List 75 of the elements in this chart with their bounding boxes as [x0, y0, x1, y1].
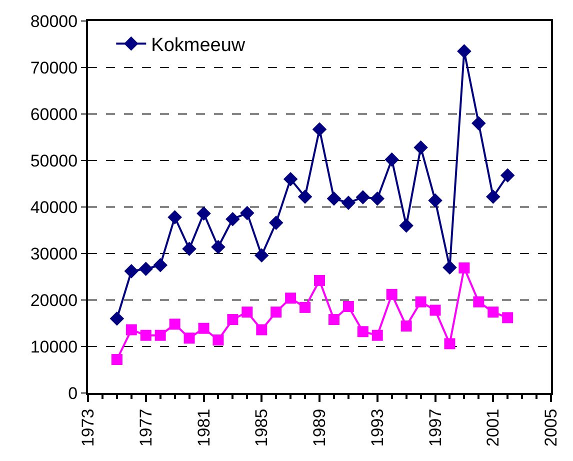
point [399, 218, 414, 233]
x-tick-label: 2005 [542, 408, 561, 447]
point [314, 274, 325, 286]
point [111, 354, 122, 366]
y-tick-label: 60000 [30, 104, 78, 124]
point [488, 306, 499, 318]
point [211, 240, 226, 254]
point [169, 318, 180, 330]
x-tick-label: 1997 [426, 408, 445, 447]
point [110, 311, 124, 326]
point [196, 206, 211, 221]
legend-label: Kokmeeuw [151, 34, 246, 56]
point [500, 168, 515, 183]
point [342, 301, 354, 312]
point [473, 296, 484, 308]
point [124, 264, 139, 278]
point [384, 152, 399, 167]
point [442, 260, 457, 275]
point [400, 320, 412, 332]
point [458, 262, 470, 274]
point [457, 44, 472, 58]
point [138, 262, 154, 276]
y-tick-label: 30000 [30, 244, 78, 264]
point [341, 196, 356, 210]
point [184, 332, 195, 344]
x-tick-label: 1981 [194, 408, 214, 447]
point [254, 248, 269, 263]
point [472, 116, 486, 130]
point [198, 322, 210, 334]
x-tick-label: 1985 [252, 408, 272, 447]
point [356, 190, 370, 204]
y-tick-label: 10000 [30, 337, 78, 356]
point [168, 210, 182, 224]
point [298, 190, 312, 204]
y-tick-label: 20000 [30, 290, 78, 310]
point [486, 190, 500, 204]
point [126, 324, 137, 336]
point [285, 292, 296, 304]
y-tick-label: 0 [68, 384, 78, 403]
x-tick-label: 1989 [310, 408, 330, 447]
point [226, 212, 240, 226]
point [153, 258, 168, 272]
x-tick-label: 1973 [78, 408, 98, 447]
point [312, 122, 327, 136]
x-tick-label: 1993 [368, 408, 387, 447]
point [386, 288, 398, 300]
y-tick-label: 70000 [30, 58, 78, 78]
y-tick-label: 50000 [30, 151, 78, 170]
point [242, 306, 253, 318]
point [283, 172, 298, 186]
point [182, 242, 196, 256]
point [502, 312, 514, 324]
point [154, 330, 166, 341]
point [240, 206, 254, 220]
point [357, 326, 368, 338]
point [300, 302, 311, 313]
point [268, 216, 284, 230]
point [212, 334, 224, 346]
point [428, 193, 442, 208]
point [270, 306, 282, 318]
point [140, 330, 152, 341]
point [414, 140, 428, 155]
point [326, 191, 342, 206]
point [415, 296, 426, 308]
y-tick-label: 80000 [30, 12, 78, 31]
point [372, 330, 383, 341]
point [444, 338, 456, 350]
point [430, 304, 441, 316]
x-tick-label: 2001 [484, 408, 503, 447]
x-tick-label: 1977 [136, 408, 156, 447]
point [370, 191, 385, 206]
y-tick-label: 40000 [30, 198, 78, 217]
point [227, 314, 238, 326]
point [328, 314, 340, 326]
point [256, 324, 268, 336]
